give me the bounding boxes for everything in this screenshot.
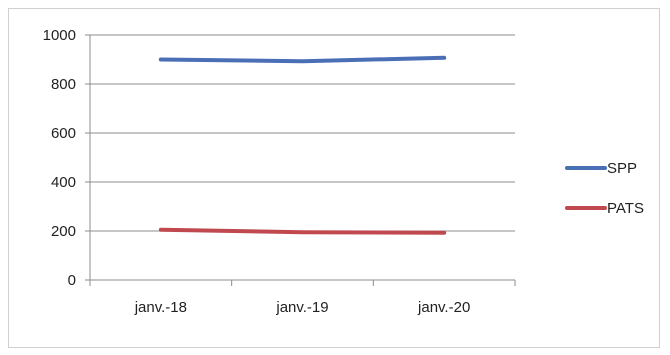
data-point-spp — [160, 59, 162, 60]
y-tick-label: 800 — [51, 76, 76, 93]
data-point-pats — [443, 232, 445, 234]
chart-frame — [8, 8, 660, 348]
series-line-spp — [158, 55, 447, 64]
x-tick-label: janv.-19 — [275, 299, 328, 316]
x-axis-ticks: janv.-18 janv.-19 janv.-20 — [89, 280, 516, 316]
data-point-spp — [443, 57, 445, 59]
x-tick-label: janv.-20 — [417, 299, 470, 316]
y-tick-label: 600 — [51, 125, 76, 142]
y-axis-ticks: 0 200 400 600 800 1000 — [43, 27, 90, 289]
x-tick-label: janv.-18 — [134, 299, 187, 316]
legend-label-spp: SPP — [607, 160, 637, 177]
y-tick-label: 0 — [68, 272, 76, 289]
y-tick-label: 1000 — [43, 27, 76, 44]
gridlines — [90, 34, 515, 232]
data-point-spp — [302, 60, 303, 62]
data-point-pats — [160, 229, 162, 231]
y-tick-label: 200 — [51, 223, 76, 240]
legend: SPP PATS — [565, 160, 644, 217]
axes — [89, 35, 515, 281]
y-tick-label: 400 — [51, 174, 76, 191]
data-point-pats — [302, 231, 303, 233]
series-lines — [158, 55, 447, 235]
legend-label-pats: PATS — [607, 200, 644, 217]
